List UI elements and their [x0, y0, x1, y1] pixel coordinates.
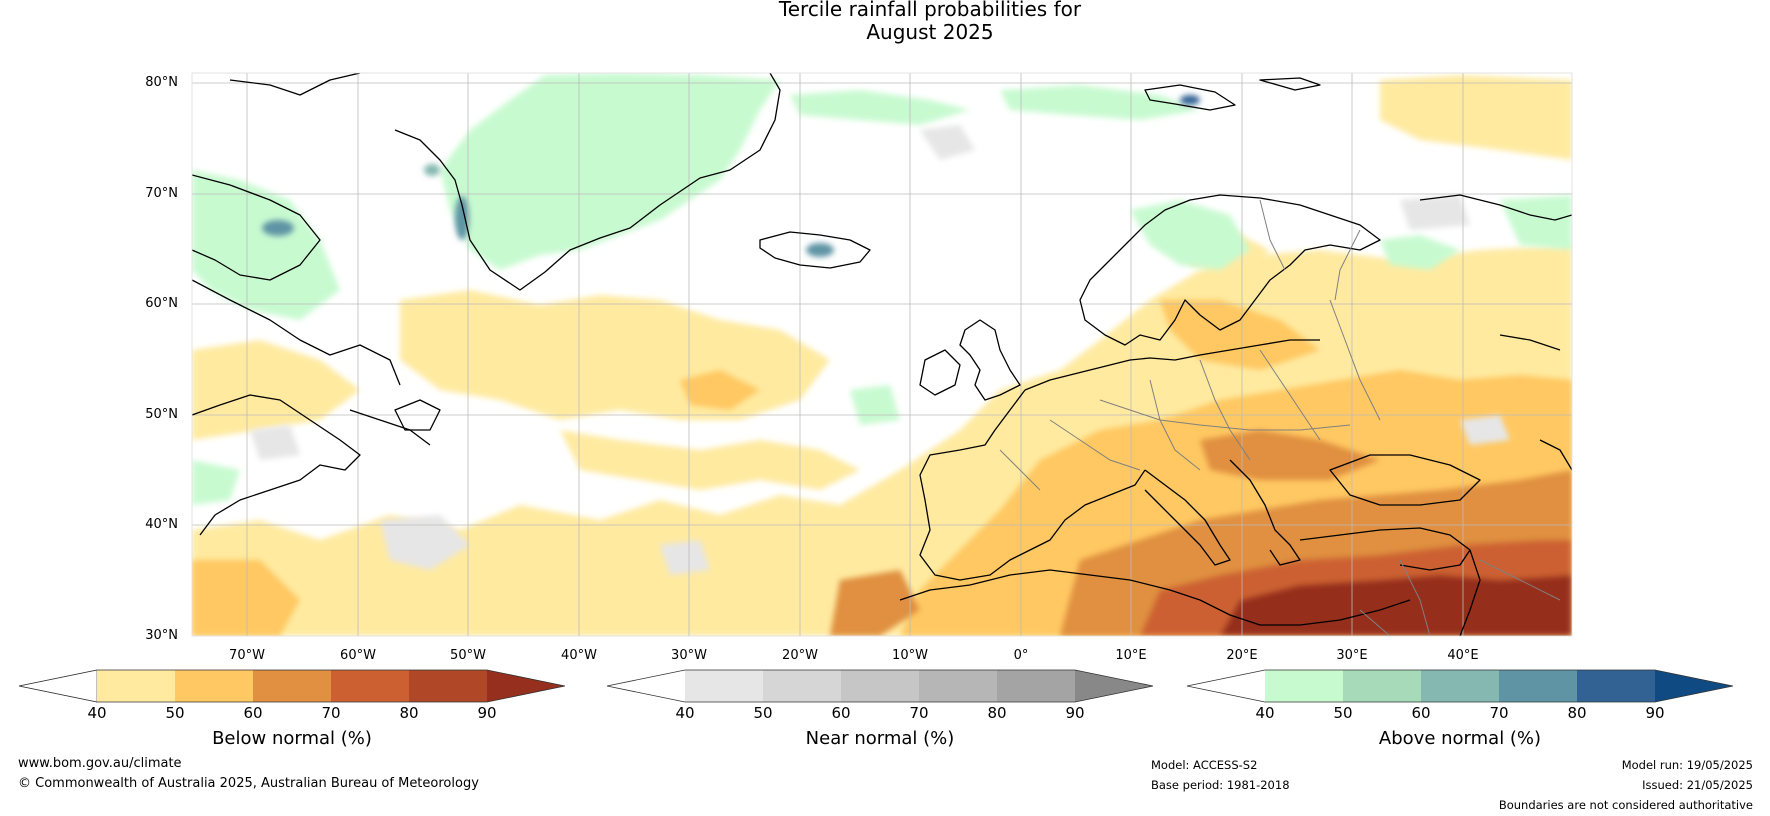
base-period: Base period: 1981-2018 — [1151, 778, 1290, 792]
colorbar-below-segment-70-80 — [331, 670, 409, 702]
map-frame — [191, 72, 1573, 637]
colorbar-above-tick-70: 70 — [1489, 704, 1509, 722]
colorbar-below-normal — [18, 669, 566, 703]
below-normal-dark-shading — [1060, 430, 1572, 636]
colorbar-near-segment-60-70 — [841, 670, 919, 702]
colorbar-near-segment-50-60 — [763, 670, 841, 702]
lat-label-60n: 60°N — [145, 296, 178, 311]
model-run-date: Model run: 19/05/2025 — [1621, 758, 1753, 772]
colorbar-near-segment-80-90 — [997, 670, 1075, 702]
colorbar-above-tick-90: 90 — [1645, 704, 1665, 722]
lon-label-70w: 70°W — [229, 648, 265, 663]
near-normal-shading — [250, 125, 1510, 575]
colorbar-near-min-triangle — [607, 670, 685, 702]
map-title: Tercile rainfall probabilities for Augus… — [0, 0, 1770, 44]
colorbar-below-segment-50-60 — [175, 670, 253, 702]
lon-label-20w: 20°W — [782, 648, 818, 663]
map-area — [192, 73, 1572, 636]
colorbar-near-segment-70-80 — [919, 670, 997, 702]
colorbar-above-min-triangle — [1187, 670, 1265, 702]
colorbar-above-tick-60: 60 — [1411, 704, 1431, 722]
colorbar-below-segment-80-90 — [409, 670, 487, 702]
colorbar-near-tick-90: 90 — [1065, 704, 1085, 722]
title-line-2: August 2025 — [866, 20, 994, 44]
colorbar-above-segment-50-60 — [1343, 670, 1421, 702]
colorbar-above-segment-60-70 — [1421, 670, 1499, 702]
colorbar-below-tick-70: 70 — [321, 704, 341, 722]
colorbar-above-segment-80-90 — [1577, 670, 1655, 702]
graticule — [192, 73, 1572, 636]
lon-label-10w: 10°W — [892, 648, 928, 663]
colorbar-below-segment-60-70 — [253, 670, 331, 702]
colorbar-below-max-triangle — [487, 670, 565, 702]
colorbar-near-tick-70: 70 — [909, 704, 929, 722]
colorbar-below-tick-90: 90 — [477, 704, 497, 722]
colorbar-below-min-triangle — [18, 669, 98, 703]
colorbar-above-tick-50: 50 — [1333, 704, 1353, 722]
website-link[interactable]: www.bom.gov.au/climate — [18, 756, 182, 771]
lon-label-30e: 30°E — [1336, 648, 1368, 663]
lat-label-80n: 80°N — [145, 75, 178, 90]
lon-label-10e: 10°E — [1115, 648, 1147, 663]
lon-label-20e: 20°E — [1226, 648, 1258, 663]
lat-label-70n: 70°N — [145, 186, 178, 201]
lat-label-40n: 40°N — [145, 517, 178, 532]
colorbar-above-segment-40-50 — [1265, 670, 1343, 702]
colorbar-above-segment-70-80 — [1499, 670, 1577, 702]
colorbar-below-tick-60: 60 — [243, 704, 263, 722]
lon-label-0: 0° — [1013, 648, 1029, 663]
colorbar-near-label: Near normal (%) — [805, 728, 955, 749]
colorbar-above-label: Above normal (%) — [1378, 728, 1542, 749]
colorbar-near-max-triangle — [1075, 670, 1153, 702]
colorbar-above-max-triangle — [1655, 670, 1733, 702]
lon-label-40e: 40°E — [1447, 648, 1479, 663]
copyright-text: © Commonwealth of Australia 2025, Austra… — [18, 776, 479, 791]
lat-label-30n: 30°N — [145, 628, 178, 643]
country-borders — [999, 199, 1561, 636]
issued-date: Issued: 21/05/2025 — [1642, 778, 1753, 792]
colorbar-near-tick-60: 60 — [831, 704, 851, 722]
colorbar-above-tick-80: 80 — [1567, 704, 1587, 722]
colorbar-above-tick-40: 40 — [1255, 704, 1275, 722]
colorbar-below-tick-40: 40 — [87, 704, 107, 722]
lon-label-40w: 40°W — [561, 648, 597, 663]
colorbar-below-label: Below normal (%) — [212, 728, 372, 749]
colorbar-near-tick-50: 50 — [753, 704, 773, 722]
colorbar-near-tick-40: 40 — [675, 704, 695, 722]
colorbar-below-segment-40-50 — [97, 670, 175, 702]
above-normal-dark-spots — [262, 95, 1200, 257]
lon-label-30w: 30°W — [671, 648, 707, 663]
lon-label-50w: 50°W — [450, 648, 486, 663]
boundaries-disclaimer: Boundaries are not considered authoritat… — [1498, 798, 1753, 812]
title-line-1: Tercile rainfall probabilities for — [778, 0, 1082, 21]
lat-label-50n: 50°N — [145, 407, 178, 422]
colorbar-below-tick-80: 80 — [399, 704, 419, 722]
lon-label-60w: 60°W — [340, 648, 376, 663]
colorbar-near-segment-40-50 — [685, 670, 763, 702]
colorbar-below-tick-50: 50 — [165, 704, 185, 722]
colorbar-near-tick-80: 80 — [987, 704, 1007, 722]
model-name: Model: ACCESS-S2 — [1151, 758, 1258, 772]
coastlines — [192, 73, 1572, 636]
colorbar-near-normal — [606, 669, 1154, 703]
colorbar-above-normal — [1186, 669, 1734, 703]
